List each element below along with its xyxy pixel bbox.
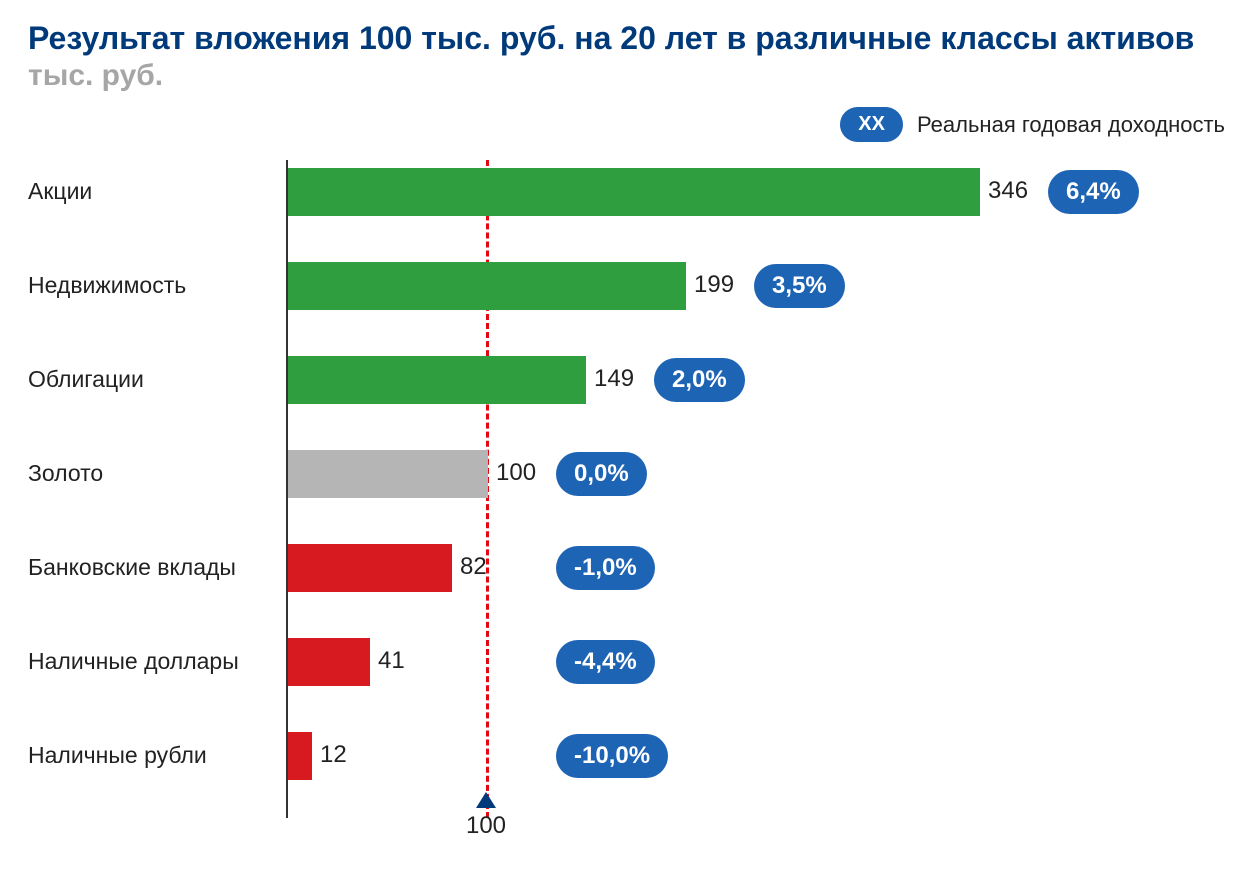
category-label: Наличные рубли [28,742,207,769]
category-label: Недвижимость [28,272,186,299]
return-badge: 2,0% [654,358,745,402]
category-label: Акции [28,178,92,205]
reference-marker-icon [476,792,496,808]
category-label: Банковские вклады [28,554,236,581]
chart-title: Результат вложения 100 тыс. руб. на 20 л… [28,20,1231,57]
plot-area: 346 6,4% 199 3,5% 149 2,0% 100 0,0% 82 -1,0% 41 -4,… [286,160,1226,850]
bar [288,356,586,404]
category-label: Облигации [28,366,144,393]
category-labels: Акции Недвижимость Облигации Золото Банковск… [28,160,286,850]
bar-value: 82 [460,553,487,581]
chart-subtitle: тыс. руб. [28,59,1231,93]
bar-value: 149 [594,365,634,393]
return-badge: 3,5% [754,264,845,308]
bar [288,544,452,592]
bar-value: 100 [496,459,536,487]
bar [288,262,686,310]
legend-pill: XX [840,107,903,142]
bar [288,450,488,498]
category-label: Наличные доллары [28,648,239,675]
return-badge: 6,4% [1048,170,1139,214]
legend-label: Реальная годовая доходность [917,112,1225,138]
bar [288,638,370,686]
bar-chart: Акции Недвижимость Облигации Золото Банковск… [28,160,1231,850]
return-badge: -4,4% [556,640,655,684]
bar-value: 346 [988,177,1028,205]
legend: XX Реальная годовая доходность [28,107,1231,142]
bar [288,168,980,216]
bar-value: 12 [320,741,347,769]
category-label: Золото [28,460,103,487]
reference-label: 100 [466,812,506,840]
return-badge: -1,0% [556,546,655,590]
bar [288,732,312,780]
return-badge: -10,0% [556,734,668,778]
bar-value: 199 [694,271,734,299]
return-badge: 0,0% [556,452,647,496]
bar-value: 41 [378,647,405,675]
